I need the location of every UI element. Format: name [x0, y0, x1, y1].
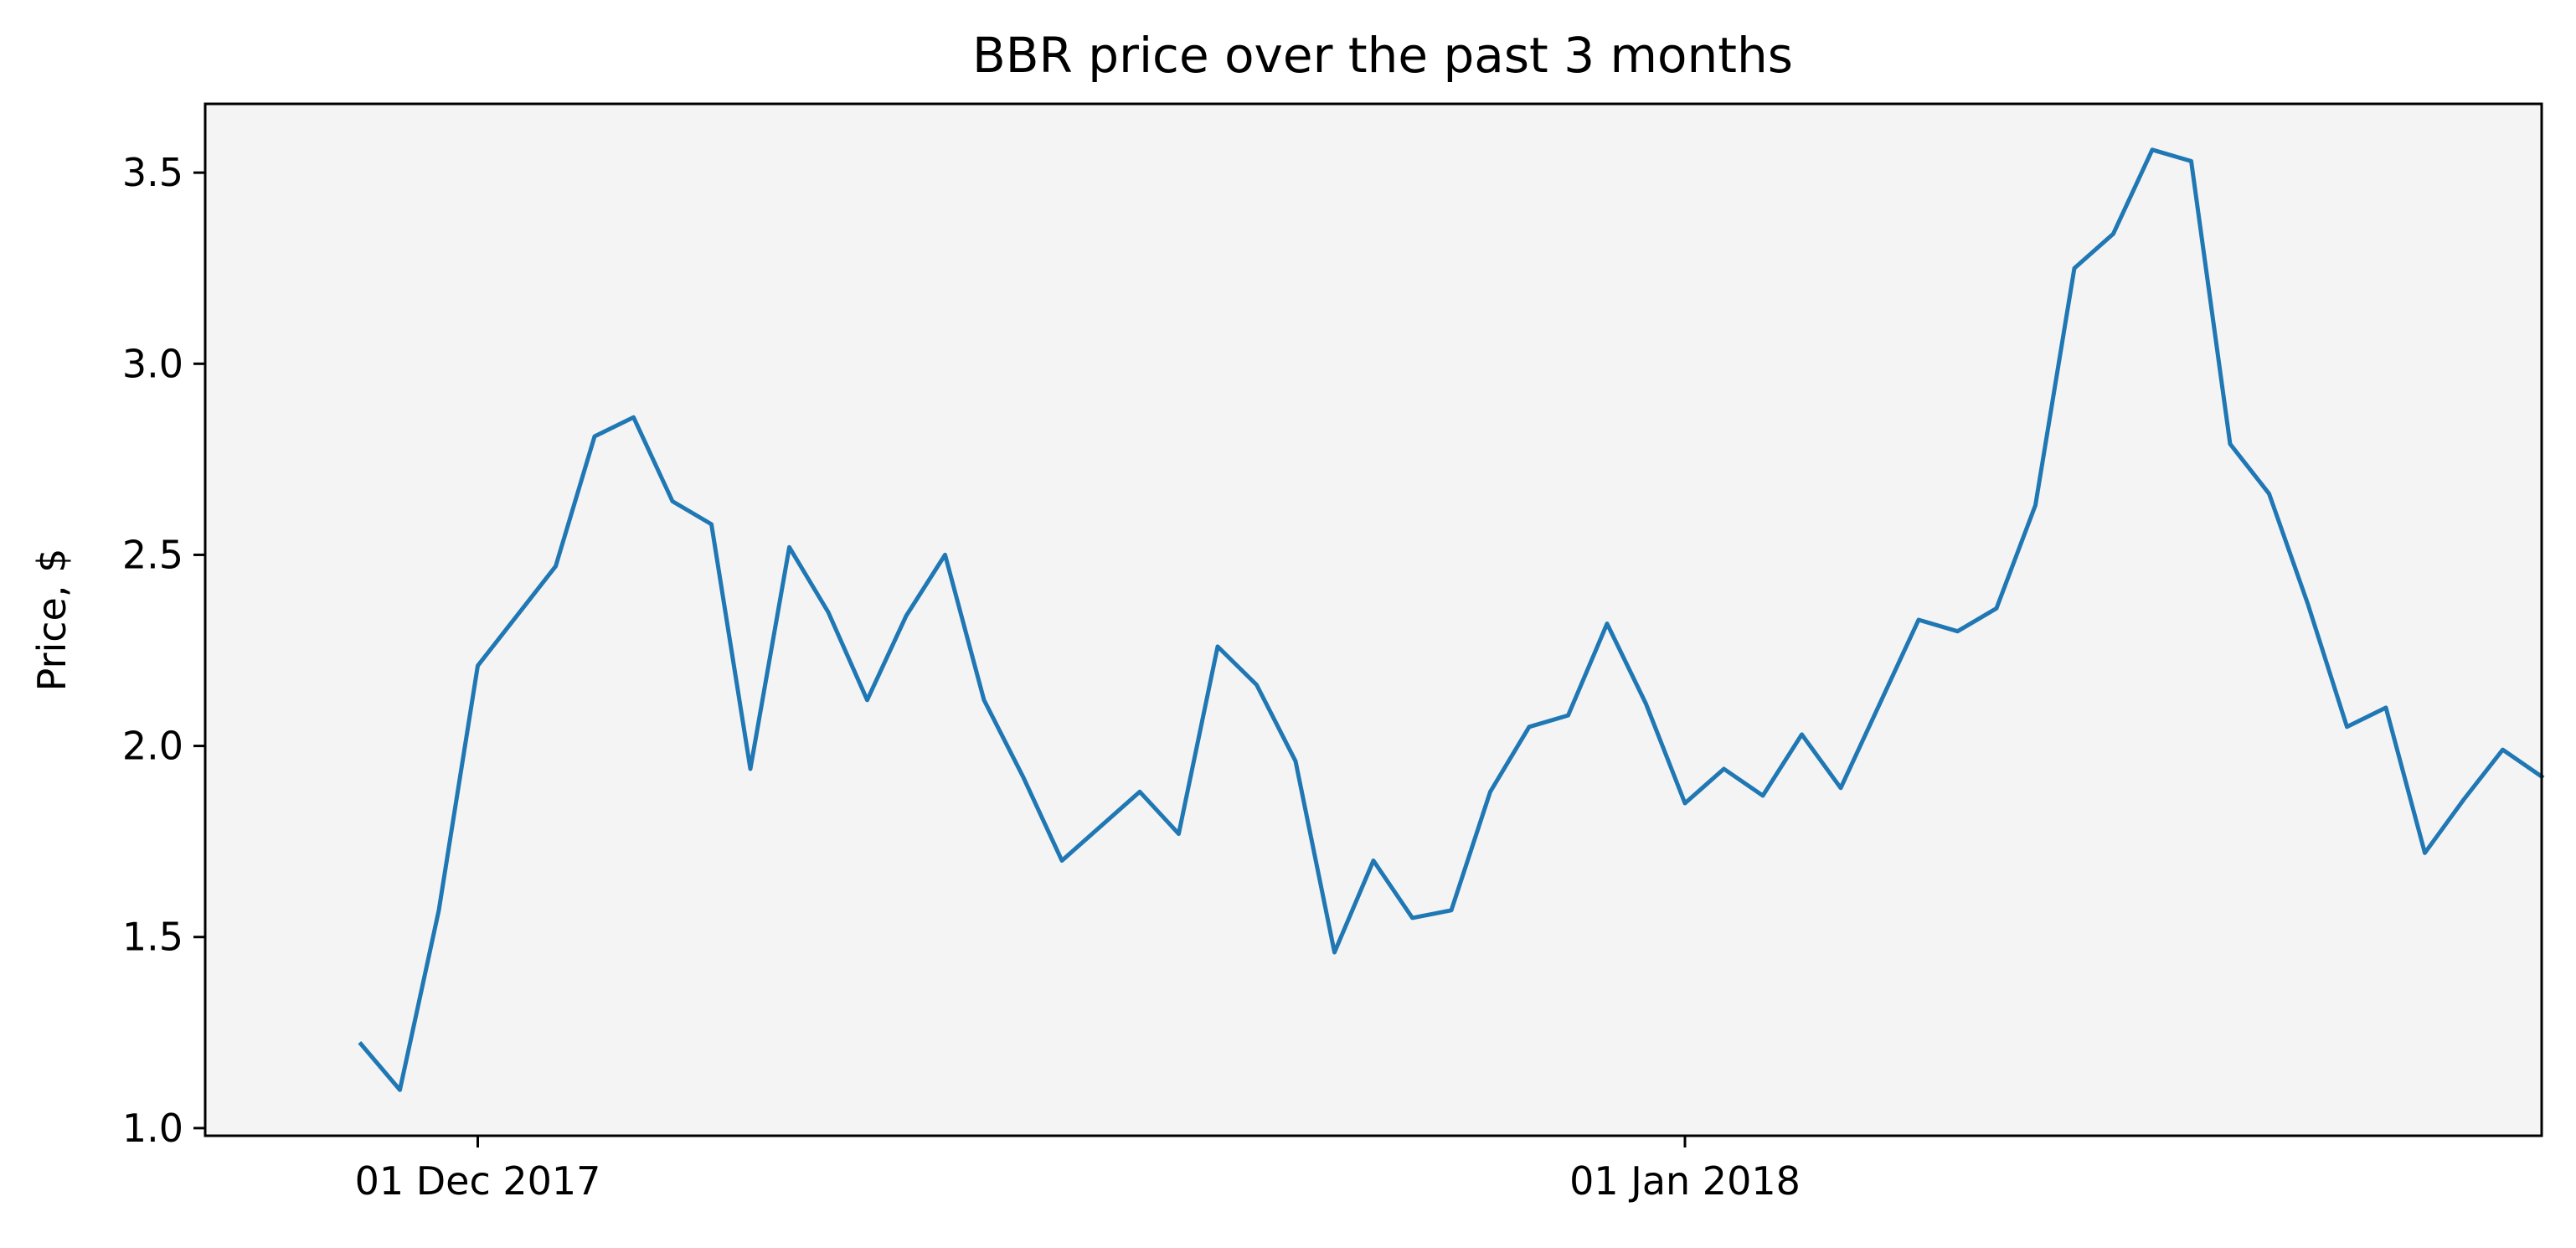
data-point — [2306, 602, 2311, 606]
data-point — [1528, 725, 1532, 729]
data-point — [787, 545, 791, 549]
data-point — [1995, 606, 1999, 611]
data-point — [1177, 832, 1181, 836]
data-point — [2345, 725, 2349, 729]
data-point — [1955, 629, 1960, 633]
plot-area — [205, 104, 2542, 1136]
data-point — [437, 908, 441, 912]
data-point — [865, 698, 869, 702]
y-axis-label: Price, $ — [29, 549, 75, 692]
data-point — [554, 565, 558, 569]
data-layer — [358, 147, 2545, 1092]
data-point — [515, 614, 519, 618]
data-point — [476, 663, 480, 668]
data-point — [671, 499, 675, 503]
data-point — [593, 435, 597, 439]
data-point — [1566, 714, 1570, 718]
x-tick-label: 01 Dec 2017 — [355, 1158, 601, 1204]
data-point — [1878, 702, 1882, 706]
data-point — [2033, 503, 2038, 508]
data-point — [2189, 159, 2193, 163]
data-point — [982, 698, 987, 702]
data-point — [1683, 802, 1687, 806]
data-point — [2228, 442, 2233, 446]
data-point — [1216, 644, 1220, 648]
y-tick-label: 1.5 — [122, 915, 183, 960]
data-point — [1255, 683, 1259, 687]
data-point — [1917, 618, 1921, 622]
data-point — [2111, 232, 2115, 236]
y-tick-label: 3.0 — [122, 341, 183, 386]
data-point — [1839, 786, 1843, 790]
data-point — [398, 1088, 402, 1092]
y-tick-label: 1.0 — [122, 1106, 183, 1151]
data-point — [2501, 748, 2505, 752]
data-point — [749, 767, 753, 771]
y-tick-label: 2.5 — [122, 532, 183, 577]
data-point — [1021, 775, 1025, 779]
y-axis: 1.0 1.5 2.0 2.5 3.0 3.5 — [122, 150, 205, 1151]
data-point — [2384, 705, 2388, 709]
data-point — [1060, 859, 1064, 863]
data-point — [1372, 859, 1376, 863]
data-point — [1800, 732, 1804, 736]
data-point — [1138, 790, 1142, 794]
chart-title: BBR price over the past 3 months — [972, 27, 1793, 84]
data-point — [709, 522, 714, 526]
data-point — [1332, 951, 1337, 955]
data-point — [1605, 621, 1610, 626]
data-point — [1761, 793, 1765, 797]
data-point — [1722, 767, 1726, 771]
y-tick-label: 3.5 — [122, 150, 183, 195]
data-point — [943, 553, 947, 557]
data-point — [359, 1042, 363, 1046]
data-point — [1410, 915, 1414, 920]
series-line — [358, 147, 2545, 1092]
x-tick-label: 01 Jan 2018 — [1569, 1158, 1801, 1204]
data-point — [1294, 759, 1298, 763]
data-point — [904, 614, 909, 618]
data-point — [1488, 790, 1492, 794]
data-point — [827, 610, 831, 614]
x-axis: 01 Dec 2017 01 Jan 2018 — [355, 1136, 1801, 1204]
data-point — [2267, 492, 2271, 496]
plot-frame — [204, 102, 2543, 1137]
y-tick-label: 2.0 — [122, 724, 183, 769]
data-point — [2073, 266, 2077, 271]
data-point — [2151, 147, 2155, 152]
data-point — [2423, 851, 2427, 855]
data-point — [631, 415, 636, 420]
data-point — [2462, 797, 2466, 802]
data-point — [1099, 824, 1103, 828]
data-point — [1450, 908, 1454, 912]
data-point — [1644, 702, 1648, 706]
